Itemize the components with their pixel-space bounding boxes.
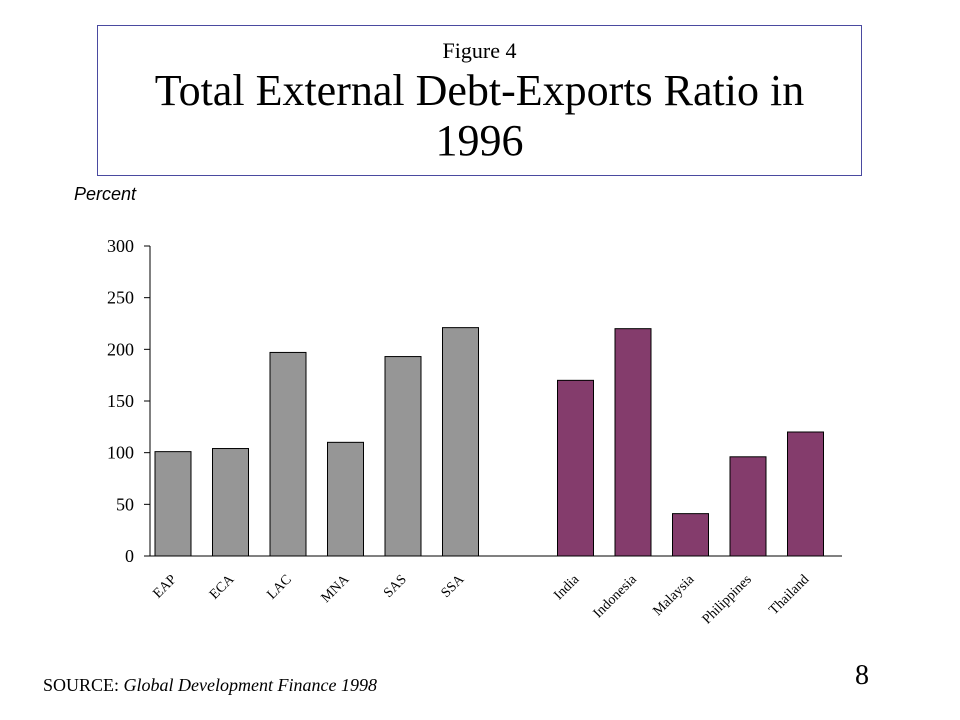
source-label: SOURCE:: [43, 675, 120, 695]
x-tick-label: India: [551, 572, 583, 604]
x-tick-label: Indonesia: [591, 572, 641, 622]
bar-eap: [154, 451, 192, 557]
x-tick-label: EAP: [151, 572, 180, 601]
source-text: Global Development Finance 1998: [123, 675, 377, 695]
y-tick-label: 300: [107, 236, 134, 256]
x-tick-label: MNA: [319, 572, 353, 606]
y-tick-label: 150: [107, 391, 134, 411]
x-tick-label: LAC: [264, 572, 294, 602]
chart-title: Total External Debt-Exports Ratio in 199…: [154, 66, 805, 165]
y-tick-label: 250: [107, 288, 134, 308]
bar-india: [557, 379, 594, 557]
bar-sas: [384, 356, 422, 557]
bar-thailand: [787, 431, 824, 557]
page-number: 8: [855, 660, 869, 691]
y-tick-label: 200: [107, 339, 134, 359]
bar-philippines: [729, 456, 767, 557]
bar-ssa: [442, 327, 479, 557]
x-tick-label: Malaysia: [650, 572, 697, 619]
x-tick-label: Thailand: [767, 572, 813, 618]
bar-lac: [269, 351, 307, 557]
y-tick-label: 0: [125, 546, 134, 566]
y-axis-label: Percent: [74, 184, 137, 204]
bar-eca: [212, 448, 249, 557]
y-tick-label: 50: [116, 494, 134, 514]
x-tick-label: SAS: [381, 572, 410, 601]
x-tick-label: SSA: [439, 572, 468, 601]
figure-label: Figure 4: [442, 38, 517, 63]
title-box: Figure 4 Total External Debt-Exports Rat…: [97, 25, 862, 176]
bar-malaysia: [672, 513, 709, 557]
x-tick-label: Philippines: [700, 572, 755, 627]
bar-mna: [327, 441, 364, 557]
source-note: SOURCE: Global Development Finance 1998: [43, 675, 377, 696]
x-tick-label: ECA: [207, 572, 238, 603]
y-tick-label: 100: [107, 443, 134, 463]
bar-indonesia: [614, 328, 652, 557]
